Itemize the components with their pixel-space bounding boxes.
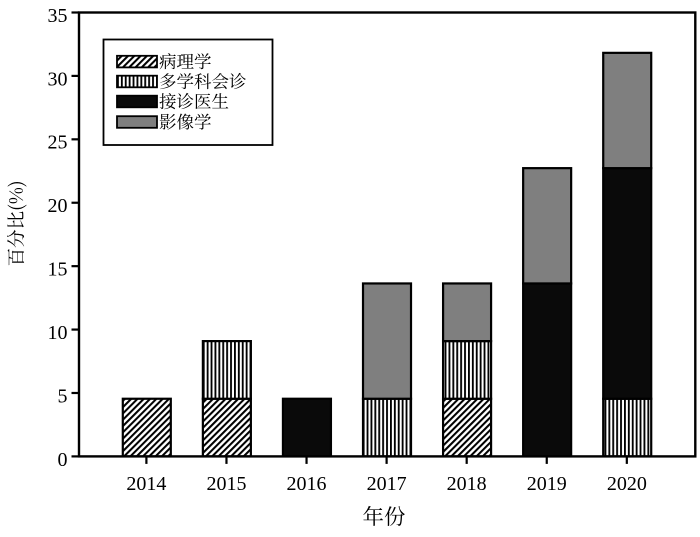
- svg-text:30: 30: [48, 68, 68, 90]
- svg-text:2016: 2016: [287, 473, 327, 495]
- svg-text:2019: 2019: [527, 473, 567, 495]
- svg-text:2017: 2017: [367, 473, 407, 495]
- svg-text:25: 25: [48, 132, 68, 154]
- svg-text:2018: 2018: [447, 473, 487, 495]
- svg-text:2020: 2020: [607, 473, 647, 495]
- svg-text:35: 35: [48, 5, 68, 27]
- svg-text:5: 5: [58, 385, 68, 407]
- svg-text:0: 0: [58, 449, 68, 471]
- svg-text:20: 20: [48, 195, 68, 217]
- svg-text:15: 15: [48, 259, 68, 281]
- svg-text:2015: 2015: [206, 473, 246, 495]
- svg-text:10: 10: [48, 322, 68, 344]
- svg-text:2014: 2014: [126, 473, 166, 495]
